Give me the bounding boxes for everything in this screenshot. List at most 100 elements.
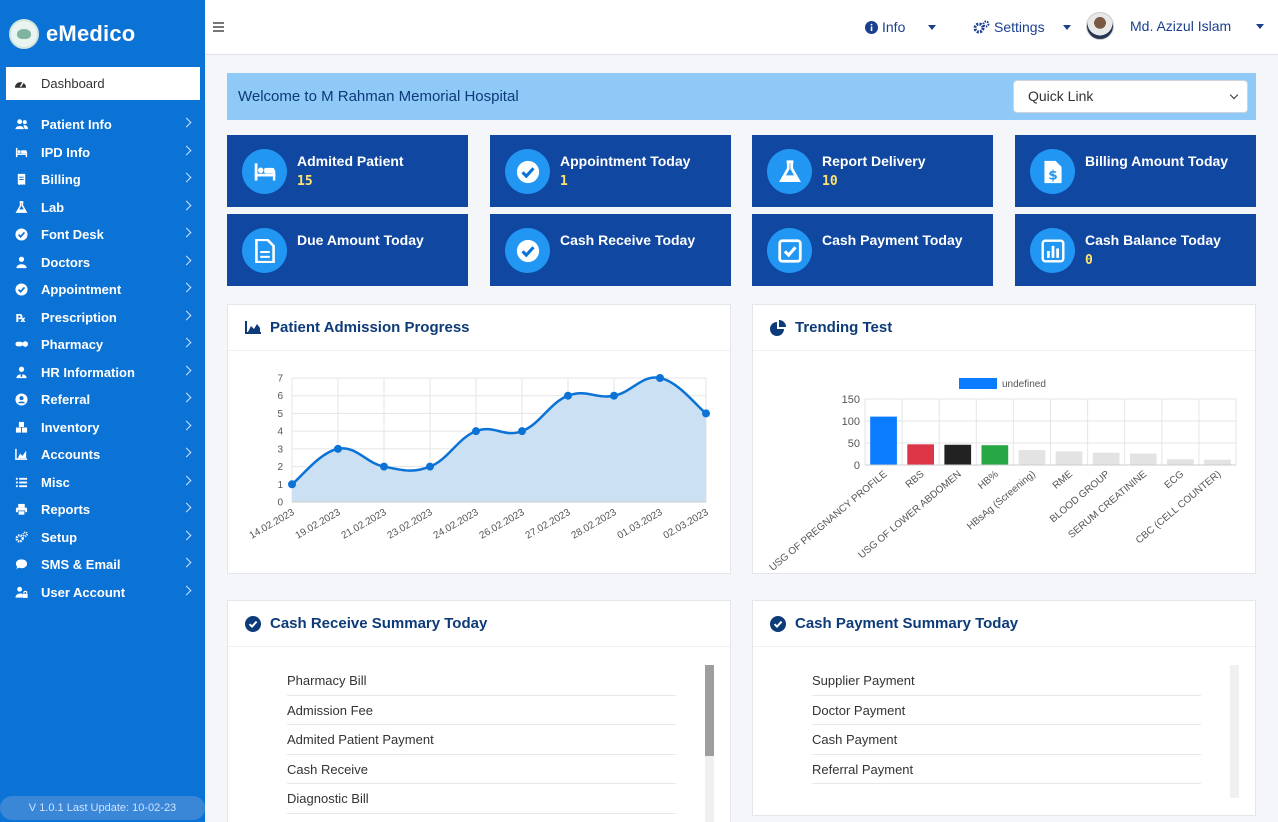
stat-tile-due-amount-today[interactable]: Due Amount Today — [227, 214, 468, 286]
menu-toggle-icon[interactable] — [213, 22, 224, 34]
chevron-right-icon — [181, 227, 192, 238]
sidebar-item-ipd-info[interactable]: IPD Info — [0, 139, 205, 167]
sidebar-item-reports[interactable]: Reports — [0, 496, 205, 524]
scrollbar[interactable] — [1230, 665, 1239, 798]
sidebar-item-label: Appointment — [41, 282, 122, 298]
rx-icon: ℞ — [14, 311, 28, 324]
invoice-dollar-icon: $ — [1030, 149, 1075, 194]
sidebar-item-referral[interactable]: Referral — [0, 386, 205, 414]
bar — [1129, 453, 1157, 465]
sidebar-item-setup[interactable]: Setup — [0, 524, 205, 552]
y-tick-label: 5 — [277, 409, 283, 420]
info-menu[interactable]: Info — [865, 19, 937, 35]
sidebar-item-misc[interactable]: Misc — [0, 469, 205, 497]
trending-chart: undefined 0 50 100 150 USG OF PREGNANCY PROFI… — [768, 378, 1237, 574]
sidebar-item-user-account[interactable]: User Account — [0, 579, 205, 607]
sidebar-item-label: SMS & Email — [41, 557, 121, 573]
sidebar-item-pharmacy[interactable]: Pharmacy — [0, 331, 205, 359]
y-tick-label: 50 — [848, 438, 860, 450]
stat-tile-cash-receive-today[interactable]: Cash Receive Today — [490, 214, 731, 286]
chevron-right-icon — [181, 337, 192, 348]
brand[interactable]: eMedico — [0, 0, 205, 67]
chevron-down-icon — [928, 24, 937, 30]
chevron-right-icon — [181, 530, 192, 540]
chevron-right-icon — [181, 557, 192, 568]
x-tick-label: RME — [1051, 469, 1075, 492]
user-circle-icon — [14, 393, 28, 406]
stat-value: 1 — [560, 174, 568, 189]
stat-tile-cash-payment-today[interactable]: Cash Payment Today — [752, 214, 993, 286]
trending-card: Trending Test undefined 0 50 100 150 USG OF P… — [752, 304, 1256, 574]
info-circle-icon — [865, 20, 878, 34]
bar — [1204, 459, 1231, 465]
list-item: Diagnostic Bill — [287, 784, 676, 814]
scrollbar[interactable] — [705, 665, 714, 822]
x-tick-label: 02.03.2023 — [662, 507, 711, 542]
sidebar-item-accounts[interactable]: Accounts — [0, 441, 205, 469]
sidebar-item-hr-information[interactable]: HR Information — [0, 359, 205, 387]
sidebar-item-inventory[interactable]: Inventory — [0, 414, 205, 442]
quick-link-select[interactable]: Quick Link — [1013, 80, 1248, 113]
stat-tile-report-delivery[interactable]: Report Delivery 10 — [752, 135, 993, 207]
cogs-icon — [973, 20, 990, 34]
sidebar-item-billing[interactable]: Billing — [0, 166, 205, 194]
user-menu[interactable]: Md. Azizul Islam — [1086, 12, 1265, 40]
stat-value: 15 — [297, 174, 313, 189]
stat-label: Cash Payment Today — [822, 232, 963, 248]
data-point — [472, 427, 480, 436]
data-point — [656, 374, 664, 382]
stat-tile-billing-amount-today[interactable]: $ Billing Amount Today — [1015, 135, 1256, 207]
stat-tile-cash-balance-today[interactable]: Cash Balance Today 0 — [1015, 214, 1256, 286]
sidebar-item-doctors[interactable]: Doctors — [0, 249, 205, 277]
x-tick-label: 26.02.2023 — [478, 507, 527, 542]
cash-payment-header: Cash Payment Summary Today — [753, 601, 1255, 647]
bar — [870, 416, 897, 465]
scrollbar-thumb[interactable] — [705, 665, 714, 756]
stat-tile-admited-patient[interactable]: Admited Patient 15 — [227, 135, 468, 207]
admission-card-header: Patient Admission Progress — [228, 305, 730, 351]
chevron-right-icon — [181, 200, 192, 210]
chevron-right-icon — [181, 447, 192, 458]
list-item: Admited Patient Payment — [287, 725, 676, 755]
flask-icon — [14, 200, 28, 213]
pills-icon — [14, 339, 28, 351]
chevron-down-icon — [1229, 90, 1239, 100]
y-tick-label: 6 — [277, 391, 283, 402]
sidebar-item-patient-info[interactable]: Patient Info — [0, 111, 205, 139]
chevron-right-icon — [181, 255, 192, 265]
x-tick-label: 27.02.2023 — [524, 507, 573, 542]
chart-area-icon — [14, 449, 28, 461]
file-icon — [242, 228, 287, 273]
sidebar-item-lab[interactable]: Lab — [0, 194, 205, 222]
check-circle-icon — [770, 615, 786, 632]
x-tick-label: USG OF PREGNANCY PROFILE — [768, 469, 890, 574]
sidebar-item-prescription[interactable]: ℞ Prescription — [0, 304, 205, 332]
user-lock-icon — [14, 586, 28, 598]
sidebar-item-label: Pharmacy — [41, 337, 104, 353]
chart-area-icon — [245, 321, 261, 334]
x-tick-label: HBsAg (Screening) — [965, 469, 1038, 532]
bed-icon — [242, 149, 287, 194]
sidebar-item-sms-email[interactable]: SMS & Email — [0, 551, 205, 579]
chevron-right-icon — [181, 585, 192, 595]
legend-swatch — [959, 378, 997, 389]
sidebar-item-label: User Account — [41, 584, 126, 600]
sidebar-item-label: Inventory — [41, 419, 100, 435]
stat-label: Admited Patient — [297, 153, 404, 169]
welcome-banner: Welcome to M Rahman Memorial Hospital Qu… — [227, 73, 1256, 120]
chevron-right-icon — [181, 145, 192, 155]
sidebar-item-dashboard[interactable]: Dashboard — [6, 67, 200, 100]
svg-text:$: $ — [1048, 167, 1058, 183]
sidebar-item-appointment[interactable]: Appointment — [0, 276, 205, 304]
x-tick-label: RBS — [904, 469, 927, 491]
x-tick-label: ECG — [1163, 469, 1187, 491]
cogs-icon — [14, 531, 28, 543]
stat-label: Appointment Today — [560, 153, 691, 169]
stat-tile-appointment-today[interactable]: Appointment Today 1 — [490, 135, 731, 207]
list-item: Cash Receive — [287, 755, 676, 784]
settings-menu[interactable]: Settings — [973, 19, 1071, 35]
sidebar-item-label: Accounts — [41, 447, 101, 463]
y-tick-label: 7 — [277, 374, 283, 385]
cash-receive-list: Pharmacy Bill Admission Fee Admited Patien… — [287, 666, 676, 814]
sidebar-item-font-desk[interactable]: Font Desk — [0, 221, 205, 249]
